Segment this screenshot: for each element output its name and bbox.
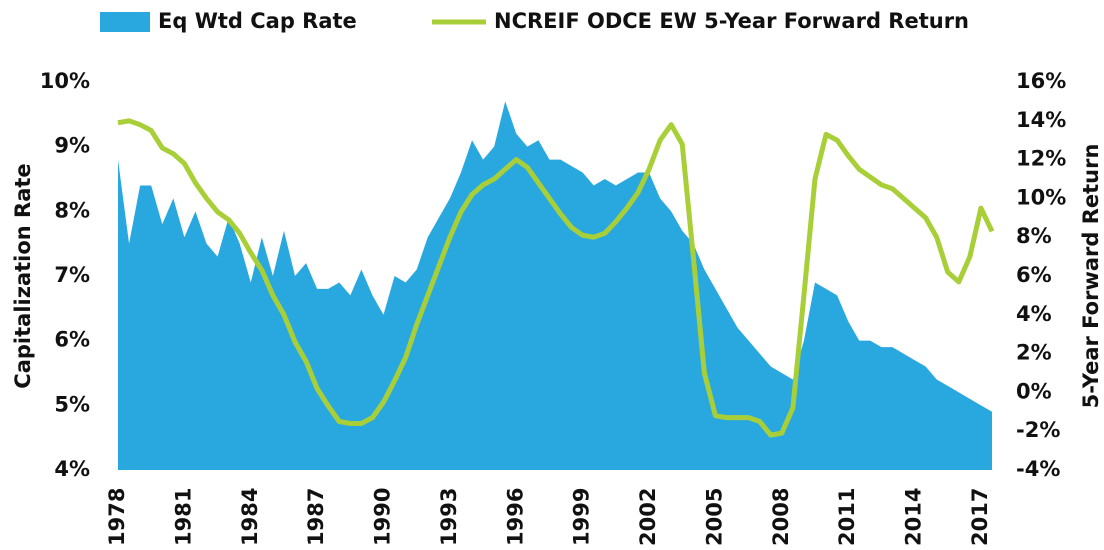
y2-tick-label: 10% <box>1016 185 1066 209</box>
x-tick-label: 1984 <box>238 488 262 546</box>
x-tick-label: 2014 <box>902 488 926 546</box>
y-tick-label: 4% <box>54 457 90 481</box>
legend-label: NCREIF ODCE EW 5-Year Forward Return <box>494 9 969 33</box>
y-tick-label: 10% <box>40 69 90 93</box>
y-tick-label: 5% <box>54 392 90 416</box>
x-tick-label: 2005 <box>702 488 726 546</box>
y2-tick-label: -4% <box>1016 457 1060 481</box>
y-tick-label: 7% <box>54 263 90 287</box>
legend-label: Eq Wtd Cap Rate <box>158 9 357 33</box>
y2-tick-label: 6% <box>1016 263 1052 287</box>
y2-tick-label: 14% <box>1016 108 1066 132</box>
x-tick-label: 2008 <box>769 488 793 546</box>
x-tick-label: 2011 <box>835 488 859 546</box>
cap-rate-area <box>118 101 992 471</box>
x-tick-label: 1978 <box>105 488 129 546</box>
x-tick-label: 1990 <box>371 488 395 546</box>
y2-tick-label: 0% <box>1016 379 1052 403</box>
y2-tick-label: 12% <box>1016 147 1066 171</box>
x-tick-label: 1987 <box>304 488 328 546</box>
y-tick-label: 8% <box>54 198 90 222</box>
x-tick-label: 1996 <box>503 488 527 546</box>
x-tick-label: 1993 <box>437 488 461 546</box>
y2-tick-label: -2% <box>1016 418 1060 442</box>
y-tick-label: 6% <box>54 328 90 352</box>
y2-tick-label: 4% <box>1016 302 1052 326</box>
y2-tick-label: 16% <box>1016 69 1066 93</box>
x-tick-label: 2017 <box>968 488 992 546</box>
y-tick-label: 9% <box>54 134 90 158</box>
legend-swatch <box>100 12 150 32</box>
x-tick-label: 2002 <box>636 488 660 546</box>
y2-tick-label: 2% <box>1016 341 1052 365</box>
return-line <box>117 118 995 438</box>
x-tick-label: 1981 <box>171 488 195 546</box>
y2-axis-label: 5-Year Forward Return <box>1079 144 1103 409</box>
x-tick-label: 1999 <box>570 488 594 546</box>
y2-tick-label: 8% <box>1016 224 1052 248</box>
y-axis-label: Capitalization Rate <box>11 163 35 388</box>
